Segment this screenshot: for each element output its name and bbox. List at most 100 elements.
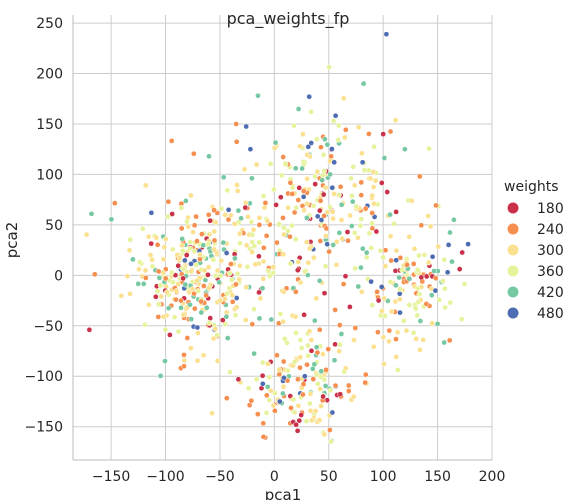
data-point (233, 295, 240, 301)
data-point (295, 376, 301, 383)
data-point (441, 256, 448, 263)
data-point (372, 177, 379, 184)
data-point (211, 237, 218, 244)
data-point (267, 160, 274, 167)
data-point (280, 215, 286, 221)
data-point (260, 275, 267, 282)
data-point (362, 205, 369, 212)
y-tick-label: −150 (25, 420, 63, 436)
data-point (266, 273, 273, 279)
data-point (414, 285, 421, 292)
data-point (362, 379, 369, 386)
data-point (349, 192, 355, 199)
data-point (312, 408, 319, 414)
data-point (358, 288, 365, 295)
data-point (205, 271, 211, 278)
data-point (91, 271, 98, 278)
data-point (303, 418, 310, 424)
data-point (263, 410, 270, 416)
data-point (359, 159, 366, 166)
data-point (165, 198, 172, 205)
data-point (162, 358, 168, 364)
data-point (249, 231, 256, 238)
data-point (270, 264, 277, 271)
data-point (414, 267, 421, 273)
data-point (369, 192, 376, 199)
data-point (198, 298, 204, 305)
data-point (176, 255, 183, 261)
data-point (259, 380, 266, 387)
data-point (276, 221, 283, 227)
data-point (220, 174, 227, 181)
data-point (254, 411, 261, 417)
data-point (184, 335, 191, 341)
data-point (333, 238, 340, 245)
data-point (201, 283, 207, 289)
data-point (203, 292, 209, 299)
data-point (329, 146, 335, 152)
data-point (222, 295, 228, 302)
data-point (310, 202, 317, 209)
data-point (175, 262, 182, 269)
data-point (188, 261, 194, 267)
data-point (342, 365, 349, 372)
data-point (451, 216, 457, 223)
data-point (410, 261, 417, 267)
data-point (358, 216, 365, 222)
data-point (317, 197, 324, 204)
data-point (169, 246, 176, 253)
data-point (214, 358, 221, 364)
data-point (300, 131, 306, 137)
data-point (190, 150, 197, 157)
y-tick-label: 100 (36, 167, 63, 183)
y-tick-label: 200 (36, 67, 63, 83)
data-point (280, 251, 287, 258)
data-point (287, 179, 294, 186)
data-point (197, 251, 203, 258)
data-point (300, 391, 306, 398)
data-point (321, 431, 328, 438)
data-point (295, 259, 302, 265)
data-point (435, 243, 442, 250)
data-point (297, 279, 304, 286)
data-point (426, 145, 432, 152)
data-point (288, 405, 294, 411)
data-point (402, 146, 408, 153)
data-point (291, 359, 298, 365)
data-point (155, 301, 162, 308)
data-point (353, 203, 360, 210)
data-point (367, 175, 374, 182)
data-point (341, 134, 348, 141)
data-point (293, 204, 299, 211)
data-point (206, 153, 212, 160)
data-point (366, 131, 372, 137)
data-point (434, 320, 441, 327)
data-point (157, 282, 164, 289)
data-point (413, 335, 420, 342)
data-point (348, 223, 355, 229)
legend-label: 180 (537, 201, 564, 217)
data-point (294, 427, 301, 434)
data-point (266, 374, 273, 381)
data-point (316, 207, 323, 214)
data-point (307, 391, 314, 397)
data-point (205, 241, 211, 247)
data-point (200, 352, 207, 359)
data-point (335, 122, 342, 129)
data-point (329, 184, 336, 191)
data-point (242, 204, 249, 211)
data-point (352, 265, 359, 272)
data-point (317, 238, 324, 244)
data-point (148, 240, 155, 247)
data-point (320, 151, 327, 158)
data-point (291, 409, 298, 416)
data-point (440, 278, 446, 284)
data-point (328, 438, 334, 445)
data-point (153, 234, 160, 241)
data-point (285, 228, 291, 234)
data-point (108, 216, 115, 223)
data-point (160, 256, 167, 263)
data-point (408, 197, 415, 204)
data-point (250, 226, 257, 233)
data-point (267, 387, 274, 394)
